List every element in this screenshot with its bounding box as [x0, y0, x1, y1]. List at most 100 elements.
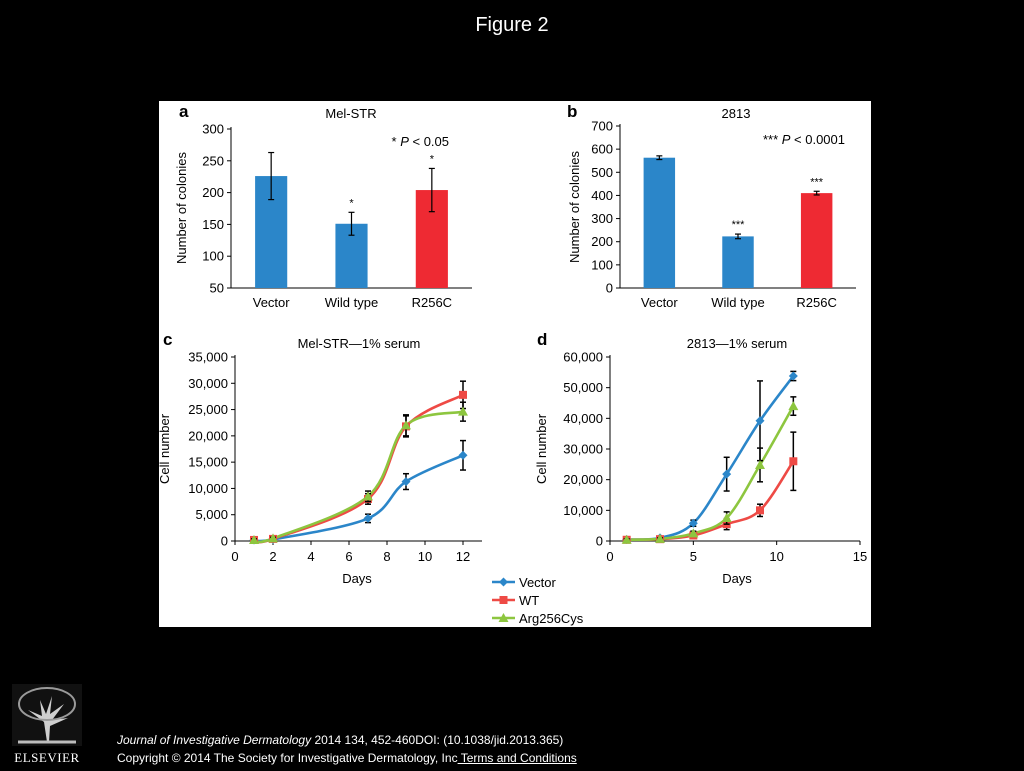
x-tick-label-d: 10: [769, 549, 783, 564]
elsevier-tree-icon: ELSEVIER: [12, 684, 82, 765]
y-axis-label-d: Cell number: [534, 413, 549, 484]
data-point-d-0-2: [688, 518, 698, 528]
data-point-c-0-4: [458, 450, 468, 460]
legend-label-1: WT: [519, 593, 539, 608]
x-tick-label-c: 10: [418, 549, 432, 564]
y-tick-label-b: 200: [591, 234, 613, 249]
panel-letter-c: c: [163, 330, 172, 349]
data-point-d-2-5: [788, 401, 799, 411]
y-tick-label-c: 30,000: [188, 376, 228, 391]
category-label-b-0: Vector: [641, 295, 679, 310]
data-point-d-1-5: [789, 457, 798, 466]
p-value-annotation-a: * P < 0.05: [392, 134, 449, 149]
data-point-c-2-3: [401, 420, 411, 430]
data-point-c-0-2: [363, 513, 373, 523]
y-axis-label-b: Number of colonies: [567, 151, 582, 263]
y-tick-label-b: 400: [591, 188, 613, 203]
y-tick-label-c: 5,000: [195, 507, 228, 522]
data-point-d-2-0: [621, 534, 632, 544]
x-axis-label-c: Days: [342, 571, 372, 586]
panel-letter-b: b: [567, 102, 577, 121]
x-tick-label-c: 4: [307, 549, 314, 564]
y-tick-label-c: 35,000: [188, 350, 228, 365]
elsevier-logo: ELSEVIER: [8, 682, 86, 766]
chart-title-b: 2813: [722, 106, 751, 121]
x-axis-label-d: Days: [722, 571, 752, 586]
y-tick-label-d: 30,000: [563, 442, 603, 457]
data-point-c-1-4: [459, 390, 467, 399]
citation-details: 2014 134, 452-460DOI: (10.1038/jid.2013.…: [311, 733, 564, 747]
y-tick-label-c: 20,000: [188, 428, 228, 443]
y-tick-label-c: 25,000: [188, 402, 228, 417]
x-tick-label-c: 12: [456, 549, 470, 564]
bar-b-0: [643, 157, 676, 288]
y-tick-label-a: 250: [202, 153, 224, 168]
category-label-a-0: Vector: [253, 295, 291, 310]
y-tick-label-b: 100: [591, 257, 613, 272]
significance-marker-a-1: *: [349, 197, 354, 209]
legend-marker-2: [498, 613, 509, 622]
y-tick-label-a: 50: [210, 281, 224, 296]
data-point-c-0-3: [401, 477, 411, 487]
y-tick-label-c: 10,000: [188, 481, 228, 496]
y-tick-label-a: 300: [202, 122, 224, 137]
y-tick-label-d: 10,000: [563, 503, 603, 518]
y-axis-label-c: Cell number: [159, 413, 172, 484]
legend-label-0: Vector: [519, 575, 557, 590]
citation: Journal of Investigative Dermatology 201…: [117, 731, 577, 767]
chart-title-c: Mel-STR—1% serum: [298, 336, 421, 351]
copyright-text: Copyright © 2014 The Society for Investi…: [117, 751, 458, 765]
significance-marker-b-1: ***: [732, 219, 746, 231]
citation-line: Journal of Investigative Dermatology 201…: [117, 731, 577, 749]
bar-b-2: [800, 193, 833, 288]
significance-marker-a-2: *: [430, 153, 435, 165]
panel-letter-a: a: [179, 102, 189, 121]
series-line-d-2: [626, 405, 795, 542]
data-point-d-1-4: [756, 506, 764, 515]
elsevier-wordmark: ELSEVIER: [14, 750, 79, 765]
significance-marker-b-2: ***: [810, 176, 824, 188]
bar-b-1: [722, 236, 754, 288]
x-tick-label-c: 0: [231, 549, 238, 564]
copyright-line: Copyright © 2014 The Society for Investi…: [117, 749, 577, 767]
y-tick-label-d: 50,000: [563, 380, 603, 395]
y-tick-label-a: 100: [202, 249, 224, 264]
category-label-b-2: R256C: [796, 295, 836, 310]
y-tick-label-a: 150: [202, 217, 224, 232]
data-point-c-2-1: [268, 533, 278, 543]
legend-label-2: Arg256Cys: [519, 611, 584, 626]
p-value-annotation-b: *** P < 0.0001: [763, 132, 845, 147]
x-tick-label-c: 8: [383, 549, 390, 564]
data-point-d-0-5: [788, 371, 798, 381]
data-point-c-2-2: [363, 491, 373, 501]
category-label-b-1: Wild type: [711, 295, 764, 310]
data-point-d-2-4: [755, 459, 765, 469]
category-label-a-1: Wild type: [325, 295, 378, 310]
x-tick-label-d: 0: [606, 549, 613, 564]
x-tick-label-c: 2: [269, 549, 276, 564]
chart-title-d: 2813—1% serum: [687, 336, 787, 351]
series-line-d-0: [626, 375, 795, 541]
data-point-d-2-3: [721, 513, 732, 522]
journal-name: Journal of Investigative Dermatology: [117, 733, 312, 747]
terms-link[interactable]: Terms and Conditions: [457, 751, 577, 765]
y-tick-label-b: 300: [591, 211, 613, 226]
y-tick-label-d: 20,000: [563, 472, 603, 487]
data-point-d-2-1: [655, 533, 665, 543]
y-tick-label-b: 700: [591, 119, 613, 134]
data-point-d-0-3: [722, 469, 732, 479]
series-line-c-0: [253, 454, 464, 543]
figure-panel: a Mel-STR Number of colonies 50 100 150 200 250…: [159, 101, 871, 627]
y-tick-label-b: 500: [591, 165, 613, 180]
panel-letter-d: d: [537, 330, 547, 349]
data-point-c-2-4: [458, 406, 468, 416]
data-point-c-2-0: [249, 534, 259, 544]
y-tick-label-b: 0: [606, 281, 613, 296]
y-tick-label-c: 0: [221, 534, 228, 549]
y-tick-label-b: 600: [591, 142, 613, 157]
legend-marker-1: [499, 596, 508, 604]
x-tick-label-c: 6: [345, 549, 352, 564]
y-axis-label-a: Number of colonies: [174, 152, 189, 264]
y-tick-label-d: 0: [596, 534, 603, 549]
